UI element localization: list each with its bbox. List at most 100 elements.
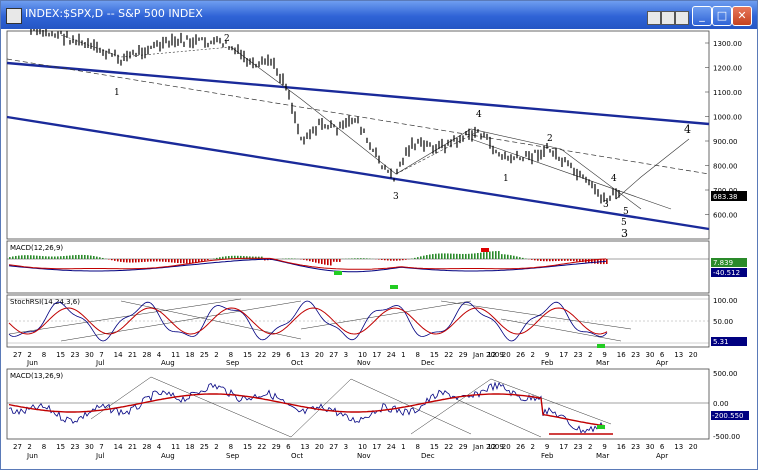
- macd-hist-bar: [540, 259, 542, 262]
- price-tick-label: 1100.00: [713, 89, 742, 97]
- macd-hist-bar: [12, 256, 14, 259]
- macd-hist-bar: [327, 259, 329, 266]
- macd-hist-bar: [591, 259, 593, 264]
- axis-day-label: 22: [444, 351, 453, 359]
- axis-day-label: 2: [27, 443, 31, 451]
- stoch-last-value: 5.31: [713, 338, 729, 346]
- axis-day-label: 23: [631, 351, 640, 359]
- macd-hist-bar: [93, 256, 95, 259]
- macd-hist-bar: [81, 254, 83, 259]
- macd-hist-bar: [114, 259, 116, 261]
- macd-hist-bar: [519, 257, 521, 259]
- macd-value-2: -40.512: [713, 269, 740, 277]
- wave-label-5: 5: [621, 218, 627, 228]
- axis-day-label: 13: [301, 443, 310, 451]
- wave-label-sub1: 1: [503, 174, 509, 184]
- price-tick-label: 600.00: [713, 212, 738, 220]
- axis-month-label: Mar: [596, 359, 609, 367]
- wave-label-3: 3: [393, 192, 399, 202]
- channel-upper-line: [6, 61, 710, 126]
- axis-day-label: 24: [387, 443, 396, 451]
- macd-hist-bar: [582, 259, 584, 263]
- bottom-trendlines: [90, 376, 612, 438]
- axis-month-label: Feb: [541, 359, 554, 367]
- axis-day-label: 25: [200, 443, 209, 451]
- macd-hist-bar: [96, 256, 98, 259]
- macd-hist-bar: [207, 259, 209, 261]
- axis-day-label: 8: [229, 443, 233, 451]
- macd-hist-bar: [414, 257, 416, 259]
- axis-day-label: 11: [171, 443, 180, 451]
- macd-hist-bar: [363, 258, 365, 259]
- macd-hist-bar: [555, 259, 557, 262]
- toolbar-icon-3[interactable]: [675, 11, 689, 25]
- axis-day-label: 2: [531, 351, 535, 359]
- macd-hist-bar: [51, 256, 53, 259]
- axis-day-label: 22: [257, 351, 266, 359]
- macd-hist-bar: [492, 251, 494, 259]
- axis-day-label: 27: [13, 351, 22, 359]
- macd-hist-bar: [552, 259, 554, 262]
- axis-day-label: 23: [71, 351, 80, 359]
- price-tick-label: 900.00: [713, 138, 738, 146]
- axis-day-label: 2: [588, 351, 592, 359]
- macd-hist-bar: [306, 259, 308, 261]
- close-button[interactable]: ✕: [732, 6, 752, 26]
- bottom-fast-line: [8, 381, 606, 434]
- macd-hist-bar: [132, 259, 134, 263]
- axis-day-label: 28: [142, 351, 151, 359]
- price-tick-label: 800.00: [713, 163, 738, 171]
- axis-month-label: Mar: [596, 452, 609, 460]
- minimize-button[interactable]: _: [692, 6, 712, 26]
- axis-day-label: 8: [229, 351, 233, 359]
- axis-day-label: 9: [602, 351, 606, 359]
- toolbar-icon-2[interactable]: [661, 11, 675, 25]
- macd-hist-bar: [357, 258, 359, 259]
- wave-label-sub4: 4: [611, 174, 617, 184]
- toolbar-icon-1[interactable]: [647, 11, 661, 25]
- macd-hist-bar: [165, 259, 167, 262]
- axis-day-label: 1: [401, 443, 405, 451]
- macd-hist-bar: [549, 259, 551, 262]
- macd-hist-bar: [558, 259, 560, 261]
- title-bar[interactable]: INDEX:$SPX,D -- S&P 500 INDEX _ □ ✕: [1, 1, 757, 29]
- channel-mid-line: [6, 58, 710, 175]
- axis-day-label: 20: [689, 351, 698, 359]
- axis-month-label: Jun: [26, 359, 38, 367]
- macd-hist-bar: [18, 255, 20, 259]
- bottom-trendline: [90, 376, 152, 420]
- stoch-trendline: [60, 300, 302, 342]
- macd-hist-bar: [162, 259, 164, 262]
- macd-hist-bar: [534, 259, 536, 261]
- macd-hist-bar: [456, 253, 458, 259]
- macd-hist-bar: [99, 257, 101, 259]
- macd-hist-bar: [450, 253, 452, 259]
- axis-day-label: 4: [157, 351, 162, 359]
- chart-area: 1300.001200.001100.001000.00900.00800.00…: [6, 29, 749, 460]
- axis-day-label: 8: [416, 443, 420, 451]
- macd-hist-bar: [447, 253, 449, 259]
- macd-hist-bar: [393, 259, 395, 261]
- axis-day-label: 18: [186, 351, 195, 359]
- macd-hist-bar: [111, 259, 113, 261]
- macd-hist-bar: [594, 259, 596, 264]
- axis-day-label: 17: [372, 351, 381, 359]
- axis-day-label: 12: [487, 443, 496, 451]
- macd-hist-bar: [48, 256, 50, 259]
- maximize-button[interactable]: □: [712, 6, 732, 26]
- macd-hist-bar: [531, 259, 533, 260]
- axis-day-label: 15: [430, 443, 439, 451]
- trendline-dashed-top: [60, 34, 232, 58]
- stoch-d-line: [8, 307, 608, 335]
- macd-hist-bar: [291, 258, 293, 259]
- macd-hist-bar: [567, 259, 569, 261]
- macd-panel-frame: [6, 240, 710, 294]
- axis-month-label: Jul: [95, 359, 105, 367]
- axis-day-label: 2: [588, 443, 592, 451]
- macd-hist-bar: [474, 253, 476, 259]
- macd-hist-bar: [399, 259, 401, 261]
- macd-hist-bar: [78, 254, 80, 259]
- macd-hist-bar: [75, 255, 77, 259]
- macd-hist-bar: [192, 259, 194, 263]
- axis-month-label: Nov: [357, 452, 371, 460]
